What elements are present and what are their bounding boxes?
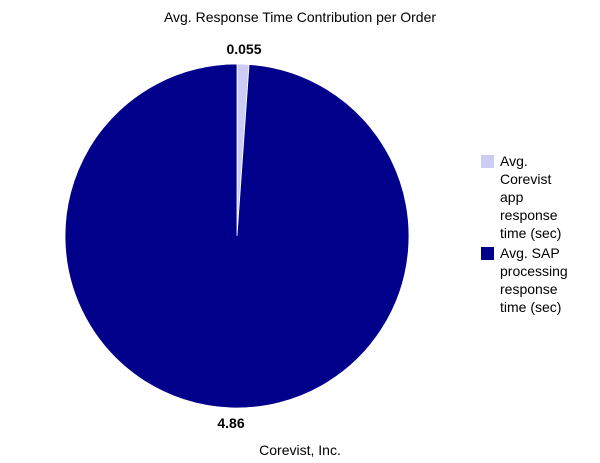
pie-slice-1: [64, 63, 410, 409]
data-label-1: 4.86: [217, 415, 244, 431]
legend-label-0: Avg. Corevist app response time (sec): [500, 153, 561, 241]
chart-title: Avg. Response Time Contribution per Orde…: [164, 9, 436, 25]
data-labels: 0.055 4.86: [217, 41, 261, 431]
legend-swatch-1: [481, 247, 494, 260]
footer-credit: Corevist, Inc.: [259, 442, 341, 458]
legend-swatch-0: [481, 155, 494, 168]
legend-label-1: Avg. SAP processing response time (sec): [500, 245, 568, 315]
data-label-0: 0.055: [226, 41, 261, 57]
legend: Avg. Corevist app response time (sec)Avg. SA…: [481, 153, 568, 315]
pie-slices: [64, 63, 410, 409]
